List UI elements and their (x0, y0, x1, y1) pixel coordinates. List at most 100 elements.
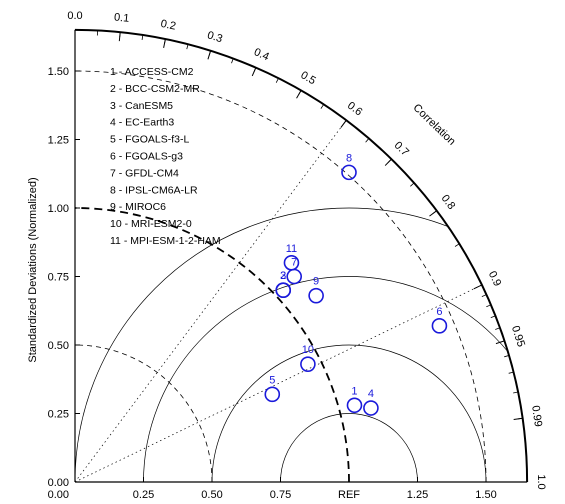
correlation-minor-tick (186, 44, 189, 50)
x-tick-label: REF (338, 489, 360, 501)
correlation-tick-label: 0.99 (529, 405, 544, 428)
sd-arc-0-5 (74, 344, 213, 483)
legend-entry: 3 - CanESM5 (110, 100, 173, 112)
correlation-major-tick (207, 50, 212, 60)
correlation-minor-tick (504, 355, 510, 358)
model-marker-4 (363, 400, 379, 416)
ticks-layer: 0.000.250.500.751.001.251.500.25 0.50 0.75… (48, 10, 548, 501)
legend-entry: 7 - GFDL-CM4 (110, 167, 179, 179)
model-marker-label: 10 (302, 344, 314, 356)
model-marker-9 (308, 287, 324, 304)
correlation-minor-tick (141, 34, 144, 41)
model-marker-label: 2 (280, 270, 286, 282)
model-marker-3 (275, 282, 292, 299)
x-tick-label: 0.75 (270, 489, 291, 501)
y-axis-label: Standardized Deviations (Normalized) (27, 177, 39, 362)
x-tick-label: 1.25 (407, 489, 428, 501)
correlation-tick-label: 0.95 (509, 324, 527, 348)
correlation-major-tick (118, 32, 121, 42)
correlation-major-tick (513, 417, 523, 420)
model-marker-1 (346, 397, 363, 414)
model-marker-8 (341, 164, 357, 181)
y-tick-label: 0.75 (48, 272, 69, 284)
y-tick-label: 1.00 (48, 203, 69, 215)
legend-entry: 5 - FGOALS-f3-L (110, 134, 190, 146)
correlation-minor-tick (481, 294, 487, 297)
legend: 1 - ACCESS-CM2 2 - BCC-CSM2-MR 3 - CanESM5… (110, 66, 221, 247)
legend-entry: 4 - EC-Earth3 (110, 117, 174, 129)
correlation-minor-tick (495, 327, 501, 330)
correlation-major-tick (384, 158, 392, 166)
x-tick-label: 0.25 (133, 489, 154, 501)
correlation-tick-label: 0.3 (206, 29, 224, 45)
model-marker-label: 9 (313, 276, 319, 288)
y-tick-label: 1.50 (48, 66, 69, 78)
x-tick-label: 0.50 (201, 489, 222, 501)
correlation-minor-tick (486, 304, 492, 308)
legend-entry: 9 - MIROC6 (110, 201, 166, 213)
legend-entry: 1 - ACCESS-CM2 (110, 66, 194, 78)
correlation-line-0-9 (74, 284, 483, 483)
model-marker-6 (431, 318, 448, 334)
model-marker-label: 11 (286, 243, 297, 255)
correlation-tick-label: 0.2 (160, 18, 177, 33)
correlation-major-tick (429, 210, 437, 217)
correlation-tick-label: 0.7 (392, 139, 411, 158)
correlation-tick-label: 0.5 (298, 69, 317, 87)
grid-layer (74, 70, 528, 483)
correlation-tick-label: 0.1 (113, 11, 129, 24)
legend-entry: 10 - MRI-ESM2-0 (110, 218, 192, 230)
rms-circle-3 (143, 276, 528, 483)
model-marker-label: 7 (291, 257, 297, 269)
correlation-major-tick (495, 340, 505, 345)
correlation-tick-label: 1.0 (535, 474, 547, 489)
correlation-minor-tick (490, 315, 496, 319)
model-marker-label: 1 (351, 385, 357, 397)
correlation-minor-tick (508, 371, 514, 374)
correlation-tick-label: 0.0 (67, 10, 82, 22)
correlation-minor-tick (365, 138, 370, 143)
legend-entry: 11 - MPI-ESM-1-2-HAM (110, 235, 221, 247)
correlation-minor-tick (410, 182, 415, 187)
correlation-minor-tick (454, 243, 460, 247)
correlation-minor-tick (320, 104, 324, 109)
correlation-tick-label: 0.8 (439, 193, 458, 212)
model-marker-10 (300, 356, 316, 372)
y-tick-label: 0.00 (48, 477, 69, 489)
correlation-major-tick (296, 90, 302, 99)
correlation-major-tick (163, 38, 166, 48)
y-tick-label: 0.25 (48, 409, 69, 421)
model-marker-11 (283, 254, 300, 271)
correlation-tick-label: 0.6 (345, 100, 364, 119)
correlation-major-tick (340, 120, 347, 128)
legend-entry: 6 - FGOALS-g3 (110, 151, 183, 163)
correlation-tick-label: 0.9 (486, 269, 503, 288)
correlation-minor-tick (513, 391, 519, 394)
y-tick-label: 1.25 (48, 135, 69, 147)
correlation-minor-tick (275, 78, 279, 83)
model-marker-7 (286, 268, 303, 285)
model-marker-label: 6 (436, 306, 442, 318)
correlation-minor-tick (231, 58, 234, 64)
legend-entry: 2 - BCC-CSM2-MR (110, 83, 200, 95)
rms-circle-2 (211, 344, 487, 483)
origin-tick-label: 0.00 (48, 489, 69, 501)
model-marker-5 (264, 386, 281, 403)
model-marker-label: 8 (346, 152, 352, 164)
axes-layer (74, 28, 529, 483)
correlation-arc (74, 28, 529, 483)
model-marker-label: 3 (280, 270, 286, 282)
correlation-major-tick (251, 67, 257, 77)
correlation-axis-label: Correlation (411, 102, 458, 148)
rms-circle-4 (75, 207, 528, 483)
y-tick-label: 0.50 (48, 340, 69, 352)
model-marker-label: 4 (368, 388, 374, 400)
legend-entry: 8 - IPSL-CM6A-LR (110, 184, 198, 196)
correlation-major-tick (473, 284, 483, 290)
rms-circle-1 (280, 413, 418, 483)
reference-sd-arc (74, 207, 350, 483)
model-marker-label: 5 (269, 374, 275, 386)
x-tick-label: 1.50 (475, 489, 496, 501)
